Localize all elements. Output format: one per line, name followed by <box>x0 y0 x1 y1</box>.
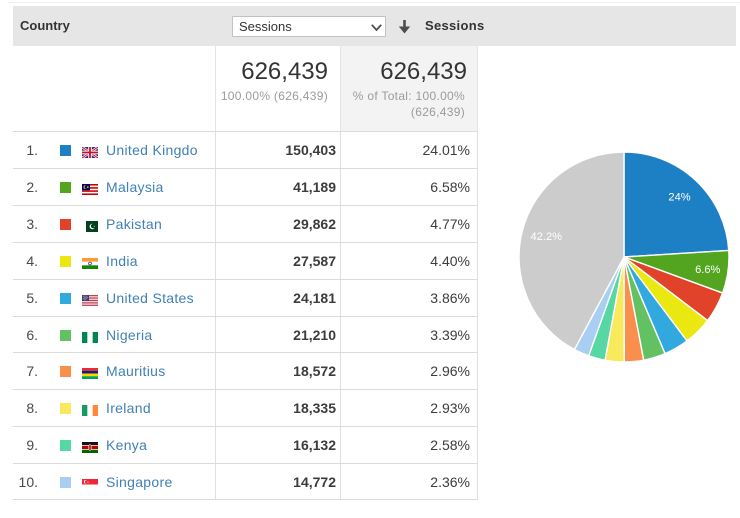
svg-text:42.2%: 42.2% <box>531 231 563 243</box>
svg-text:24%: 24% <box>668 191 690 203</box>
svg-text:6.6%: 6.6% <box>695 264 720 276</box>
